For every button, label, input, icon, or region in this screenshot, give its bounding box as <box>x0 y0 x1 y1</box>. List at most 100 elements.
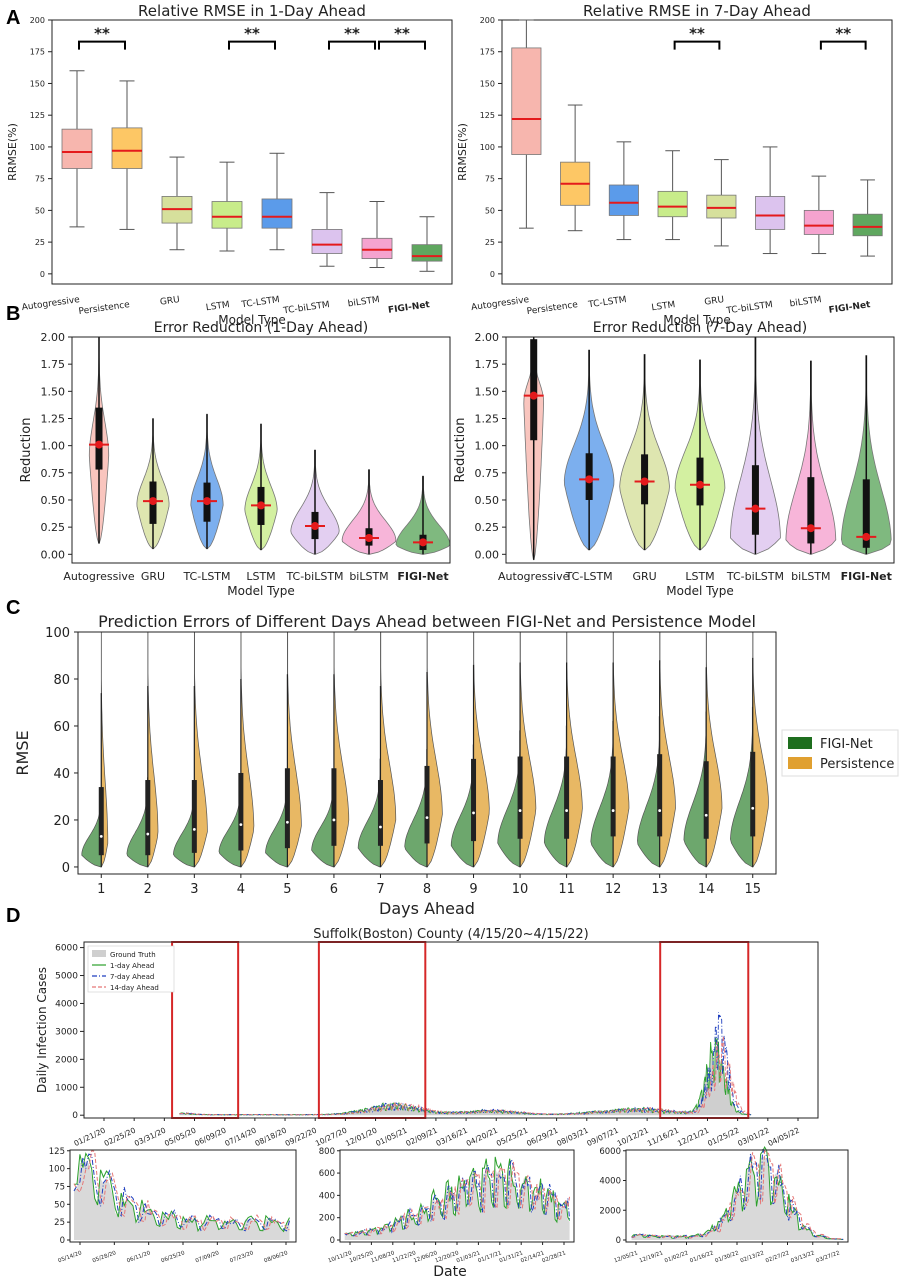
timeseries-D: Suffolk(Boston) County (4/15/20~4/15/22)… <box>35 927 849 1280</box>
y-tick-label: 0 <box>72 1111 78 1121</box>
x-tick-label: Autogressive <box>471 295 531 313</box>
x-tick-label: 5 <box>283 882 291 897</box>
y-axis-label: RRMSE(%) <box>6 123 19 181</box>
x-tick-label: GRU <box>704 295 725 308</box>
violin-Autogressive <box>523 337 545 561</box>
violin-FIGI-Net <box>840 355 892 555</box>
x-tick-label: 04/20/21 <box>465 1126 500 1148</box>
violin-TC-LSTM <box>190 413 224 550</box>
x-tick-label: 05/05/20 <box>163 1126 198 1148</box>
box-median <box>146 832 150 836</box>
x-axis-label: Days Ahead <box>379 899 475 918</box>
y-tick-label: 80 <box>53 673 70 688</box>
split-violin-5 <box>265 631 302 868</box>
y-tick-label: 6000 <box>55 944 78 954</box>
box-median <box>565 809 568 812</box>
inset-fourteen-day-line <box>631 1150 844 1240</box>
inset-y-tick-label: 800 <box>319 1147 335 1157</box>
y-tick-label: 1.50 <box>41 385 66 398</box>
box-iqr <box>517 756 523 839</box>
inset-x-tick-label: 07/23/20 <box>229 1250 255 1264</box>
significance-label: ** <box>94 25 110 43</box>
axes <box>77 631 777 875</box>
chart-title: Error Reduction (1-Day Ahead) <box>154 320 369 336</box>
x-tick-label: 6 <box>330 882 338 897</box>
box-Persistence <box>560 104 591 232</box>
box-Persistence <box>111 80 143 230</box>
y-tick-label: 150 <box>480 79 495 88</box>
x-tick-label: biLSTM <box>791 570 830 583</box>
inset-y-tick-label: 0 <box>616 1236 621 1246</box>
x-tick-label: Persistence <box>526 300 579 317</box>
inset-y-tick-label: 600 <box>319 1169 335 1179</box>
inset-x-tick-label: 01/17/21 <box>477 1250 502 1264</box>
axes <box>51 19 453 285</box>
box-median <box>611 809 615 812</box>
significance-bracket <box>328 40 376 50</box>
x-tick-label: Autogressive <box>21 295 81 313</box>
x-tick-label: 01/21/20 <box>73 1126 108 1148</box>
x-tick-label: 07/14/20 <box>223 1126 258 1148</box>
inset-y-tick-label: 75 <box>54 1182 65 1192</box>
x-tick-label: 2 <box>144 882 152 897</box>
box-median <box>704 813 708 817</box>
violin-area <box>88 337 450 555</box>
box-body <box>361 237 393 260</box>
inset-x-tick-label: 01/16/22 <box>689 1250 714 1264</box>
y-tick-label: 100 <box>45 626 70 641</box>
fourteen-day-line <box>179 1035 752 1116</box>
one-day-line <box>179 1037 752 1116</box>
x-tick-label: 12/01/20 <box>344 1126 379 1148</box>
x-tick-label: 05/25/21 <box>495 1126 530 1148</box>
inset-2: 020040060080010/11/2010/25/2011/08/2011/… <box>319 1147 575 1264</box>
y-tick-label: 50 <box>35 206 45 215</box>
x-tick-label: 3 <box>190 882 198 897</box>
box-body <box>211 201 243 229</box>
box-median <box>425 816 429 820</box>
x-tick-label: TC-LSTM <box>240 295 281 310</box>
y-axis-label: Reduction <box>453 418 468 483</box>
inset-x-tick-label: 01/31/21 <box>499 1250 524 1264</box>
inset-seven-day-line <box>631 1149 844 1240</box>
inset-x-tick-label: 06/11/20 <box>126 1250 152 1264</box>
x-tick-label: GRU <box>141 570 165 583</box>
y-tick-label: 5000 <box>55 972 78 982</box>
box-body <box>61 128 93 169</box>
box-body <box>311 229 343 254</box>
persistence-half <box>705 631 723 868</box>
x-tick-label: TC-LSTM <box>182 570 230 583</box>
mean-marker <box>365 534 373 543</box>
panel-letter-b: B <box>6 303 20 325</box>
x-tick-label: 7 <box>376 882 384 897</box>
significance-label: ** <box>244 25 260 43</box>
inset-y-tick-label: 125 <box>49 1147 65 1157</box>
x-tick-label: 01/25/22 <box>706 1126 741 1148</box>
inset-y-tick-label: 2000 <box>599 1206 621 1216</box>
persistence-half <box>380 631 397 868</box>
x-tick-label: biLSTM <box>347 295 380 309</box>
figi-half <box>311 770 335 868</box>
split-violin-7 <box>357 631 397 868</box>
inset-ground-truth <box>74 1161 290 1240</box>
inset-x-tick-label: 06/25/20 <box>160 1250 186 1264</box>
mean-marker <box>95 440 103 449</box>
x-tick-label: FIGI-Net <box>828 300 872 316</box>
axes <box>71 336 451 564</box>
split-violin-4 <box>218 631 255 868</box>
mean-marker <box>806 524 815 533</box>
box-iqr <box>98 787 104 856</box>
inset-y-tick-label: 400 <box>319 1191 335 1201</box>
box-TC-LSTM <box>608 141 639 241</box>
boxplot-A2: Relative RMSE in 7-Day Ahead 0 25 50 75 100 12… <box>456 2 893 327</box>
y-tick-label: 200 <box>30 16 45 25</box>
axes-frame <box>501 19 893 285</box>
box-body <box>803 209 834 235</box>
persistence-half <box>240 631 255 868</box>
box-iqr <box>331 768 337 846</box>
x-tick-label: 10 <box>512 882 529 897</box>
y-tick-label: 2000 <box>55 1055 78 1065</box>
violin-TC-biLSTM <box>730 337 781 555</box>
split-violin-14 <box>683 631 723 868</box>
violin-GRU <box>619 354 670 551</box>
x-tick-label: FIGI-Net <box>841 570 892 583</box>
